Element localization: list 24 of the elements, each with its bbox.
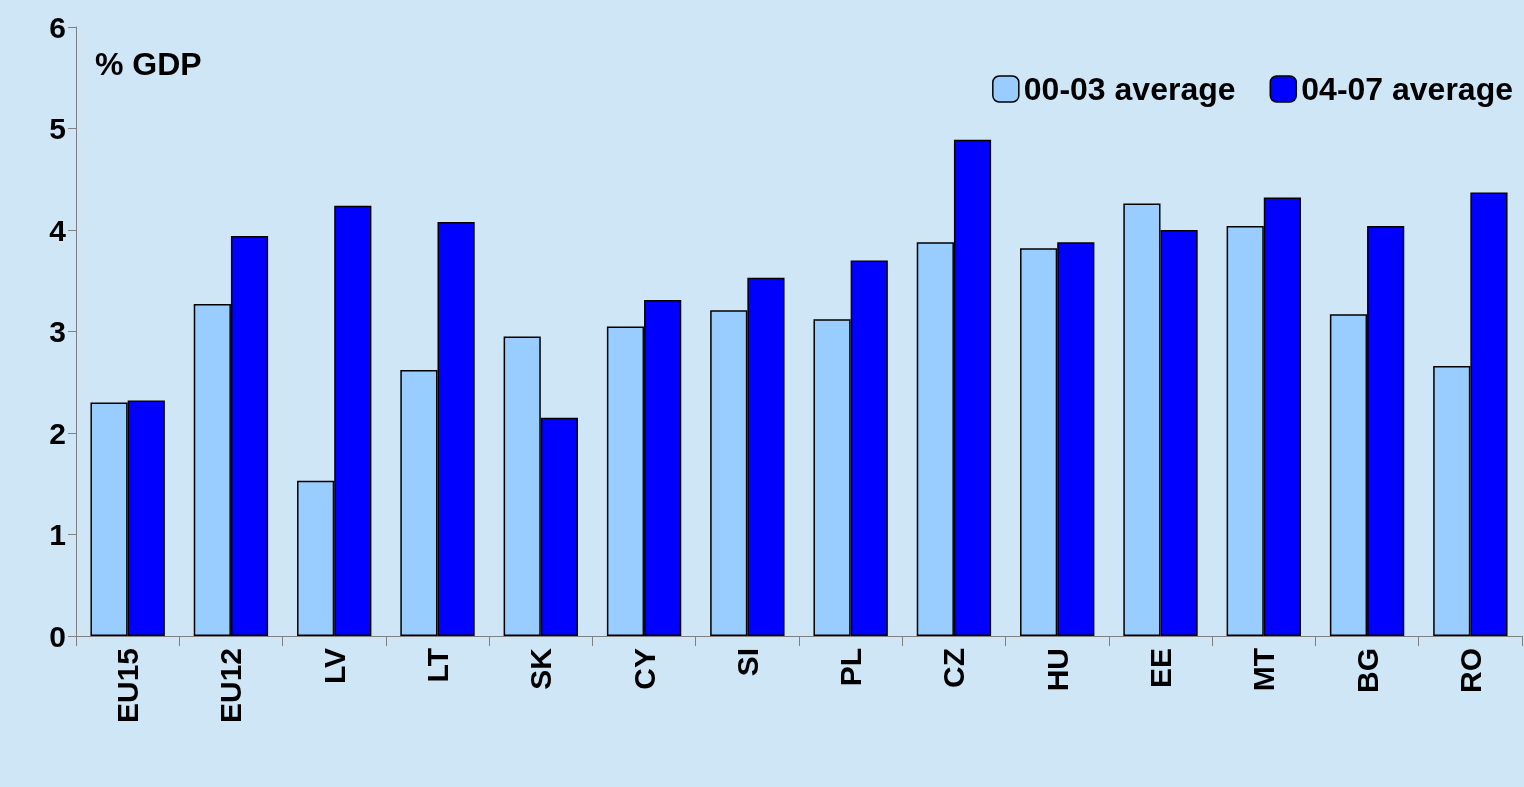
x-tick-label: PL — [834, 648, 868, 687]
y-tick-label: 3 — [49, 315, 66, 348]
x-tick-label: LV — [317, 648, 351, 685]
x-tick-label: CZ — [937, 648, 971, 688]
x-tick-label: MT — [1247, 648, 1281, 692]
y-tick-label: 1 — [49, 518, 66, 551]
y-tick-label: 5 — [49, 112, 66, 145]
x-tick-label: CY — [627, 648, 661, 690]
y-tick-label: 6 — [49, 10, 66, 44]
x-tick-label: EE — [1144, 648, 1177, 689]
x-tick-label: EU15 — [111, 648, 145, 724]
x-tick-label: SI — [730, 648, 764, 677]
x-tick-label: RO — [1453, 648, 1487, 693]
y-tick-label: 4 — [49, 213, 67, 247]
y-tick-label: 2 — [49, 416, 66, 450]
x-tick-label: HU — [1040, 648, 1074, 692]
y-tick-label: 0 — [49, 619, 66, 653]
x-tick-label: LT — [421, 648, 454, 683]
legend-label: 04-07 average — [1301, 71, 1513, 107]
legend-label: 00-03 average — [1023, 71, 1236, 107]
y-axis-title: % GDP — [95, 46, 202, 82]
x-tick-label: EU12 — [214, 648, 248, 724]
x-tick-label: SK — [524, 647, 558, 690]
x-tick-label: BG — [1350, 648, 1384, 693]
